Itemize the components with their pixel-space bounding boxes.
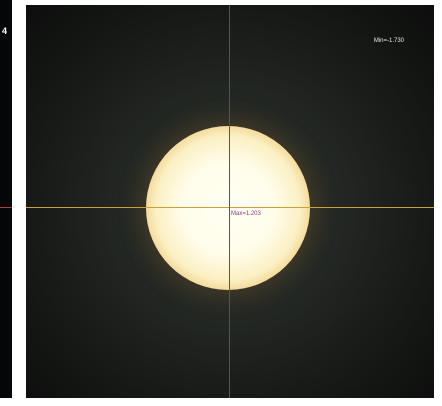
min-value-label: Min=-1.730	[373, 38, 404, 44]
left-panel-readout: 4	[2, 26, 8, 36]
max-value-label: Max=1.203	[231, 211, 261, 217]
left-panel-crosshair-line	[0, 207, 12, 208]
crosshair-horizontal[interactable]	[26, 207, 434, 208]
beam-spot	[146, 126, 310, 290]
left-image-panel[interactable]: 4	[0, 0, 12, 398]
beam-profile-viewport[interactable]: Min=-1.730 Max=1.203	[26, 5, 434, 398]
crosshair-vertical[interactable]	[229, 5, 230, 398]
